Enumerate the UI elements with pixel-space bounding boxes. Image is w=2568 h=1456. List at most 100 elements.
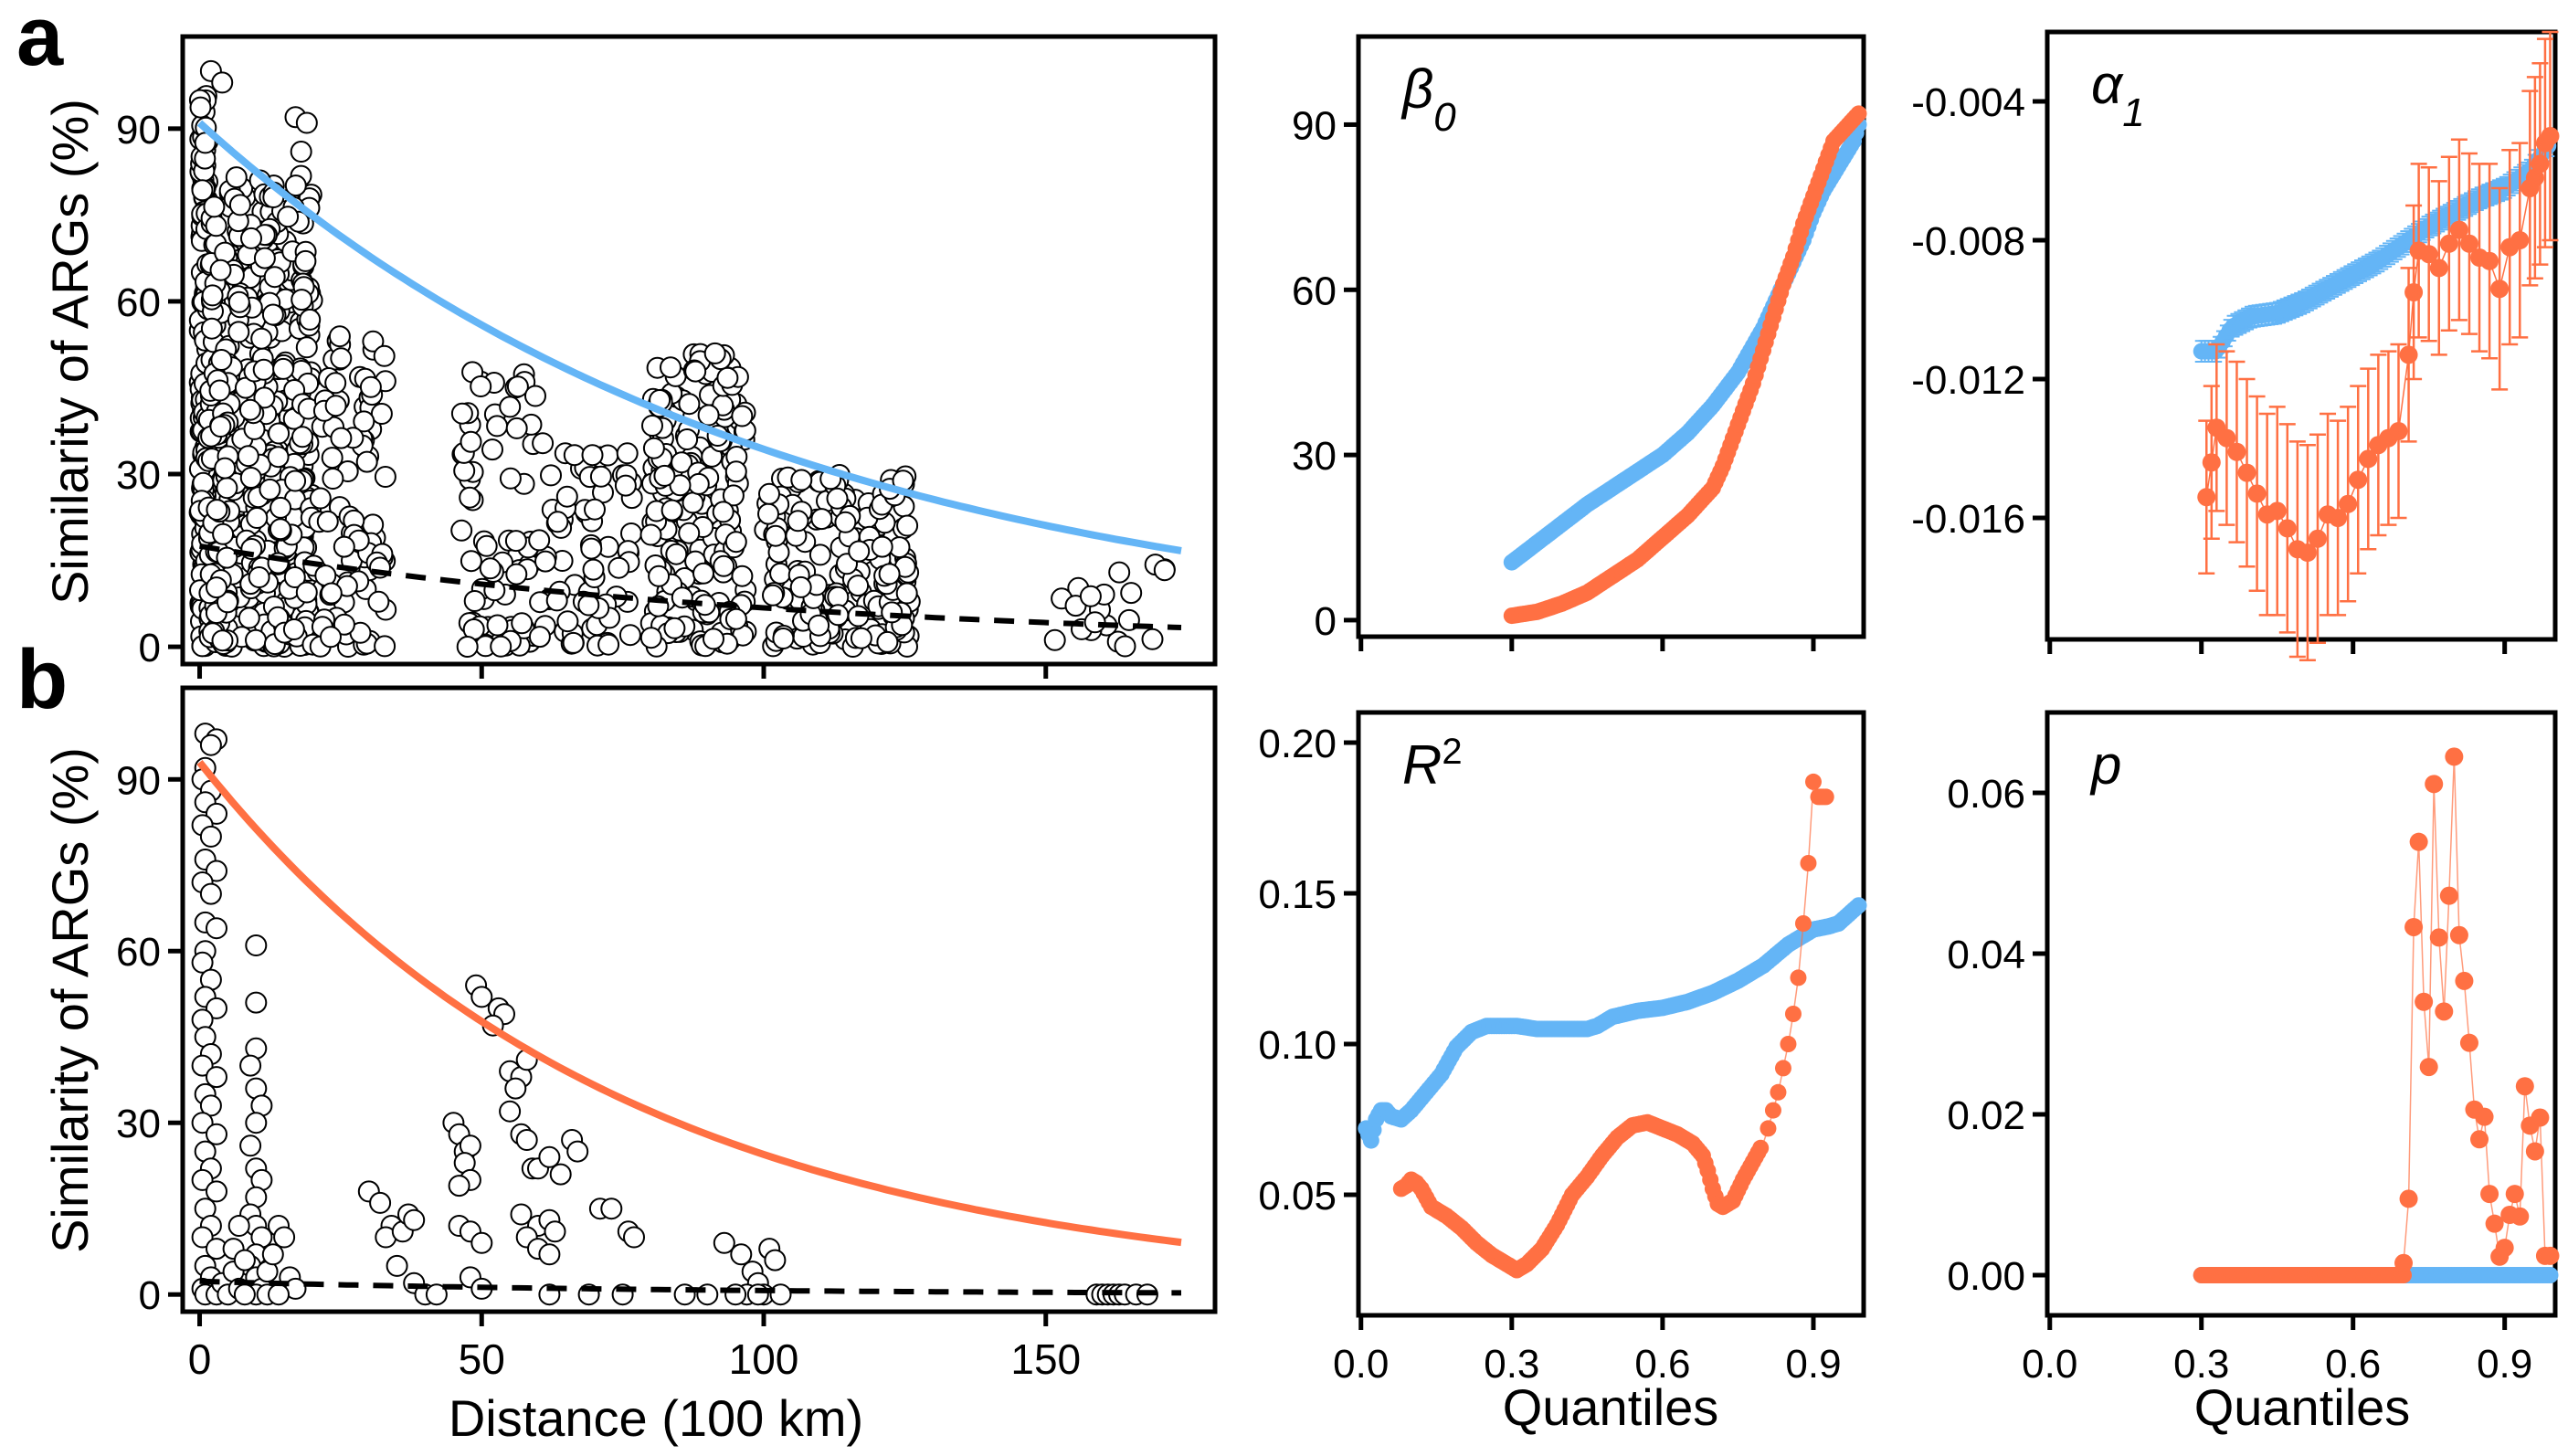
scatter-point — [848, 540, 871, 563]
scatter-point — [871, 535, 893, 558]
scatter-point — [459, 486, 481, 509]
panel-p-frame — [2045, 710, 2558, 1318]
scatter-point — [333, 535, 355, 558]
alpha1-orange-point — [2399, 345, 2418, 364]
scatter-point — [546, 511, 569, 533]
panel-a-null-fit-line — [199, 543, 1182, 630]
r2-orange-point — [1800, 855, 1817, 871]
panel-b-quantile-fit-line — [196, 759, 1182, 1247]
panel-a-ylabel: Similarity of ARGs (%) — [41, 99, 99, 605]
scatter-point — [403, 1208, 426, 1231]
scatter-point — [291, 289, 313, 311]
scatter-point — [283, 566, 306, 588]
r2-orange-point — [1804, 773, 1822, 790]
scatter-point — [808, 543, 831, 566]
scatter-point — [191, 1054, 214, 1077]
panel-r-squared: 0.05 0.10 0.15 0.20 0.0 0.3 0.6 0.9 R2 — [1258, 710, 1867, 1387]
scatter-point — [245, 991, 268, 1014]
scatter-point — [199, 733, 222, 756]
scatter-point — [333, 613, 355, 636]
scatter-point — [228, 194, 251, 216]
p-orange-point — [2394, 1253, 2414, 1272]
scatter-point — [463, 590, 486, 612]
scatter-point — [641, 415, 663, 437]
scatter-point — [199, 825, 222, 848]
alpha1-orange-point — [2419, 245, 2438, 264]
scatter-point — [697, 404, 720, 427]
scatter-point — [499, 467, 522, 490]
r2-orange-point — [1752, 1139, 1770, 1156]
scatter-point — [284, 174, 307, 197]
scatter-point — [730, 1243, 753, 1266]
scatter-point — [789, 575, 812, 598]
scatter-point — [209, 416, 232, 438]
scatter-point — [253, 247, 276, 269]
scatter-point — [597, 633, 620, 656]
panel-p-ytick-label: 0.02 — [1947, 1093, 2025, 1138]
scatter-point — [713, 554, 735, 577]
scatter-point — [524, 385, 546, 407]
alpha1-orange-point — [2490, 280, 2510, 299]
scatter-point — [623, 1226, 645, 1249]
p-orange-point — [2510, 1207, 2530, 1226]
scatter-point — [320, 582, 343, 605]
scatter-point — [769, 1283, 792, 1306]
alpha1-orange-point — [2510, 231, 2530, 249]
alpha1-orange-point — [2339, 494, 2358, 513]
scatter-point — [834, 511, 857, 533]
panel-p-xtick-label: 0.6 — [2325, 1342, 2381, 1387]
scatter-point — [499, 396, 522, 418]
p-orange-point — [2404, 917, 2424, 936]
r2-orange-point — [1774, 1060, 1791, 1077]
p-orange-point — [2445, 747, 2464, 766]
scatter-point — [450, 402, 473, 425]
p-orange-point — [2415, 992, 2434, 1011]
panel-alpha1-title: α1 — [2091, 54, 2145, 135]
p-orange-point — [2449, 925, 2468, 944]
scatter-point — [758, 482, 780, 505]
scatter-point — [731, 405, 754, 427]
p-orange-point — [2439, 886, 2458, 905]
scatter-point — [191, 179, 214, 202]
scatter-point — [1120, 582, 1143, 605]
panel-a-points — [188, 59, 1176, 658]
panel-b-ytick-label: 90 — [116, 758, 161, 803]
p-orange-point — [2505, 1185, 2524, 1204]
panel-b-ytick-label: 60 — [116, 930, 161, 975]
panel-r2-ytick-label: 0.15 — [1258, 872, 1337, 917]
scatter-point — [660, 499, 683, 522]
panel-b-xtick-label: 50 — [459, 1335, 505, 1383]
alpha1-orange-point — [2404, 283, 2424, 301]
p-orange-point — [2419, 1058, 2438, 1077]
scatter-point — [330, 347, 353, 370]
scatter-point — [238, 607, 260, 629]
scatter-point — [470, 1231, 493, 1254]
scatter-point — [716, 366, 739, 389]
scatter-point — [549, 1163, 572, 1186]
panel-alpha1-ytick-label: -0.016 — [1911, 497, 2025, 542]
panel-r2-frame — [1356, 710, 1866, 1318]
scatter-point — [562, 631, 585, 654]
r2-orange-point — [1817, 788, 1834, 806]
alpha1-orange-point — [2541, 127, 2560, 145]
panel-a-frame — [180, 34, 1218, 667]
alpha1-orange-point — [2227, 442, 2246, 461]
scatter-point — [479, 557, 502, 580]
panel-alpha1-title-subscript: 1 — [2122, 90, 2144, 135]
scatter-point — [660, 356, 682, 379]
scatter-point — [227, 1215, 250, 1237]
scatter-point — [200, 317, 223, 340]
alpha1-orange-point — [2329, 509, 2348, 527]
scatter-point — [370, 403, 393, 425]
scatter-point — [261, 303, 284, 326]
scatter-point — [245, 628, 267, 651]
scatter-point — [692, 562, 714, 585]
scatter-point — [790, 469, 813, 491]
scatter-point — [712, 501, 734, 523]
scatter-point — [362, 330, 385, 353]
scatter-point — [703, 628, 724, 650]
panel-b-null-fit-line — [199, 1278, 1181, 1296]
scatter-point — [528, 529, 551, 552]
alpha1-orange-point — [2439, 234, 2458, 253]
